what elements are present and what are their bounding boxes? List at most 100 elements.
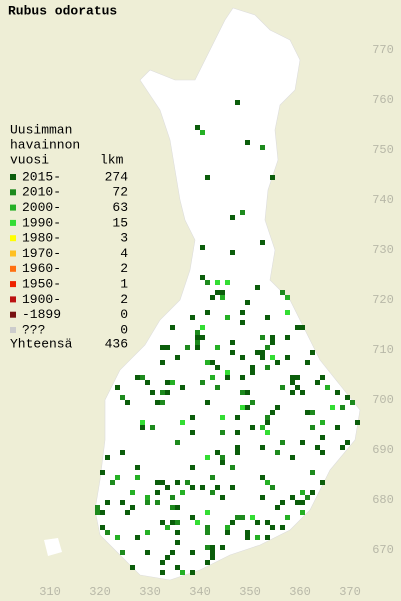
observation-square: [215, 280, 220, 285]
observation-square: [210, 375, 215, 380]
observation-square: [255, 535, 260, 540]
observation-square: [115, 475, 120, 480]
legend-label: 1900-: [22, 292, 61, 307]
observation-square: [215, 485, 220, 490]
observation-square: [270, 340, 275, 345]
observation-square: [290, 455, 295, 460]
observation-square: [205, 360, 210, 365]
observation-square: [320, 450, 325, 455]
observation-square: [265, 365, 270, 370]
observation-square: [220, 295, 225, 300]
observation-square: [300, 490, 305, 495]
legend-swatch: [10, 174, 16, 180]
observation-square: [270, 485, 275, 490]
observation-square: [325, 385, 330, 390]
observation-square: [225, 375, 230, 380]
observation-square: [105, 500, 110, 505]
legend-swatch: [10, 311, 16, 318]
observation-square: [215, 450, 220, 455]
observation-square: [205, 530, 210, 535]
observation-square: [195, 330, 200, 335]
legend-label: 1960-: [22, 261, 61, 276]
observation-square: [130, 505, 135, 510]
observation-square: [175, 505, 180, 510]
legend-swatch: [10, 250, 16, 257]
observation-square: [175, 520, 180, 525]
observation-square: [265, 535, 270, 540]
legend-count-heading: lkm: [100, 152, 124, 167]
total-count: 436: [105, 336, 128, 351]
observation-square: [145, 530, 150, 535]
observation-square: [335, 425, 340, 430]
observation-square: [195, 335, 200, 340]
legend-swatch: [10, 296, 16, 303]
observation-square: [190, 485, 195, 490]
observation-square: [245, 530, 250, 535]
observation-square: [225, 315, 230, 320]
legend-swatch: [10, 189, 16, 196]
observation-square: [245, 535, 250, 540]
observation-square: [220, 495, 225, 500]
observation-square: [355, 420, 360, 425]
observation-square: [260, 350, 265, 355]
observation-square: [290, 495, 295, 500]
observation-square: [235, 100, 240, 105]
observation-square: [140, 420, 145, 425]
observation-square: [210, 360, 215, 365]
legend-heading: vuosi: [10, 152, 49, 167]
observation-square: [250, 370, 255, 375]
x-coordinate-label: 360: [289, 585, 311, 599]
y-coordinate-label: 670: [372, 543, 394, 557]
legend-label: 2010-: [22, 185, 61, 200]
observation-square: [180, 570, 185, 575]
total-label: Yhteensä: [10, 336, 73, 351]
observation-square: [170, 325, 175, 330]
legend-count: 0: [120, 307, 128, 322]
observation-square: [205, 525, 210, 530]
observation-square: [190, 415, 195, 420]
y-coordinate-label: 760: [372, 93, 394, 107]
observation-square: [240, 355, 245, 360]
observation-square: [200, 380, 205, 385]
observation-square: [170, 495, 175, 500]
observation-square: [240, 320, 245, 325]
observation-square: [320, 480, 325, 485]
observation-square: [245, 390, 250, 395]
observation-square: [170, 505, 175, 510]
observation-square: [335, 390, 340, 395]
observation-square: [195, 520, 200, 525]
observation-square: [240, 310, 245, 315]
observation-square: [150, 425, 155, 430]
observation-square: [170, 380, 175, 385]
observation-square: [185, 345, 190, 350]
observation-square: [230, 340, 235, 345]
observation-square: [260, 445, 265, 450]
observation-square: [345, 395, 350, 400]
observation-square: [170, 520, 175, 525]
observation-square: [230, 250, 235, 255]
observation-square: [300, 390, 305, 395]
observation-square: [155, 500, 160, 505]
observation-square: [145, 495, 150, 500]
legend-label: -1899: [22, 307, 61, 322]
observation-square: [270, 410, 275, 415]
observation-square: [280, 385, 285, 390]
legend-swatch: [10, 327, 16, 333]
observation-square: [250, 425, 255, 430]
observation-square: [240, 210, 245, 215]
observation-square: [220, 290, 225, 295]
observation-square: [310, 350, 315, 355]
observation-square: [120, 450, 125, 455]
observation-square: [165, 485, 170, 490]
observation-square: [100, 470, 105, 475]
observation-square: [230, 215, 235, 220]
observation-square: [275, 505, 280, 510]
legend-count: 63: [112, 200, 128, 215]
observation-square: [320, 420, 325, 425]
observation-square: [230, 485, 235, 490]
observation-square: [315, 380, 320, 385]
observation-square: [320, 375, 325, 380]
observation-square: [120, 395, 125, 400]
observation-square: [265, 415, 270, 420]
